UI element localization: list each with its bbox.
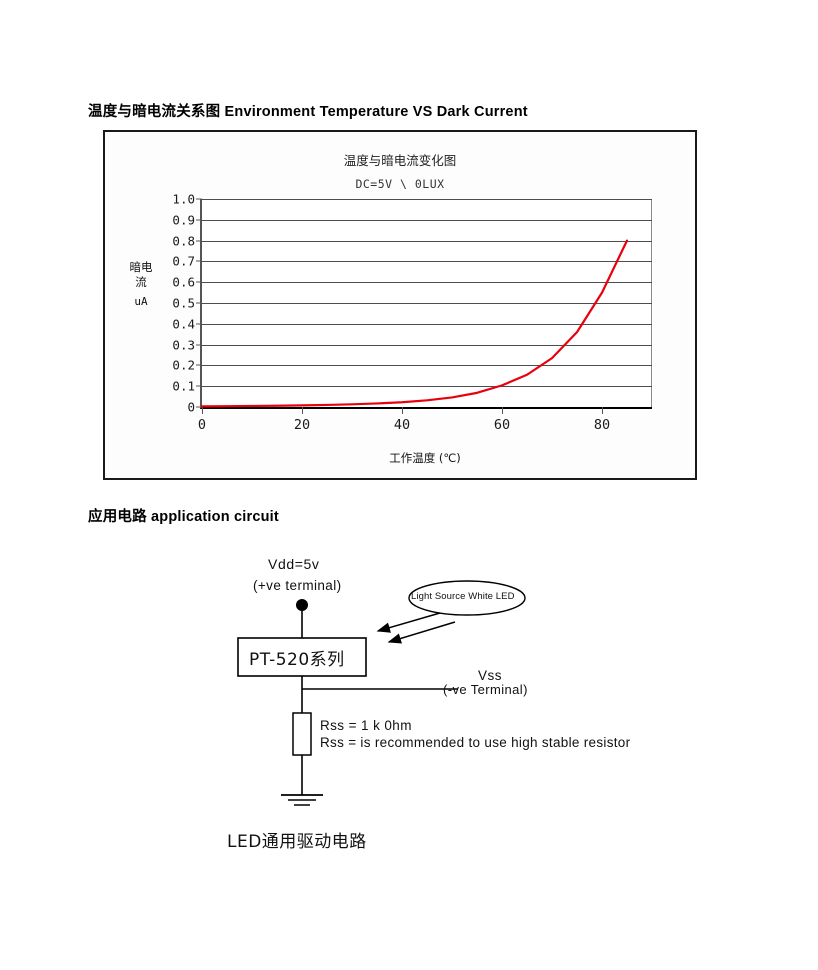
y-tick-label: 0.9 bbox=[172, 212, 195, 228]
y-tick-mark bbox=[196, 406, 202, 408]
light-ray-arrow-1 bbox=[376, 612, 441, 633]
rss-note-label: Rss = is recommended to use high stable … bbox=[320, 735, 631, 750]
rss-value-label: Rss = 1 k 0hm bbox=[320, 718, 412, 733]
x-axis-title: 工作温度 (℃) bbox=[389, 451, 461, 465]
x-tick-label: 20 bbox=[293, 417, 311, 433]
gridline bbox=[202, 261, 652, 263]
x-tick-mark bbox=[602, 407, 603, 414]
dark-current-chart: 温度与暗电流变化图 DC=5V \ 0LUX 暗电流 uA 0 0.1 0.2 0.3… bbox=[103, 130, 697, 480]
chart-title: 温度与暗电流变化图 bbox=[343, 153, 457, 168]
x-tick-mark bbox=[202, 407, 203, 414]
y-tick-mark bbox=[196, 364, 202, 366]
y-tick-mark bbox=[196, 219, 202, 221]
y-axis-title: 暗电流 uA bbox=[129, 260, 153, 309]
y-tick-mark bbox=[196, 323, 202, 325]
x-tick-mark bbox=[502, 407, 503, 414]
gridline bbox=[202, 219, 652, 221]
y-tick-label: 0.4 bbox=[172, 316, 195, 332]
y-tick-mark bbox=[196, 240, 202, 242]
y-tick-label: 0.8 bbox=[172, 233, 195, 249]
y-tick-mark bbox=[196, 198, 202, 200]
vss-sub-label: (-ve Terminal) bbox=[443, 682, 528, 697]
y-tick-label: 0.6 bbox=[172, 274, 195, 290]
vss-label: Vss bbox=[478, 668, 503, 683]
plot-area: 0 0.1 0.2 0.3 0.4 0.5 0.6 0.7 0.8 0.9 1.0 0 20 40 60 8… bbox=[172, 192, 652, 433]
x-tick-label: 60 bbox=[493, 417, 511, 433]
gridline bbox=[202, 303, 652, 304]
vdd-node-dot bbox=[296, 599, 308, 611]
x-tick-mark bbox=[402, 407, 403, 414]
vdd-label: Vdd=5v bbox=[268, 556, 320, 572]
y-tick-label: 0.3 bbox=[172, 337, 195, 353]
y-axis-unit: uA bbox=[134, 295, 148, 308]
y-tick-mark bbox=[196, 281, 202, 283]
y-tick-label: 0.2 bbox=[172, 357, 195, 373]
gridline bbox=[202, 386, 652, 388]
circuit-section-heading: 应用电路 application circuit bbox=[88, 505, 279, 526]
chart-section-heading: 温度与暗电流关系图 Environment Temperature VS Dar… bbox=[88, 100, 528, 121]
gridline bbox=[202, 344, 652, 346]
rss-resistor-symbol bbox=[292, 712, 312, 756]
y-axis-title-text: 暗电流 bbox=[129, 260, 153, 289]
part-number-label: PT-520系列 bbox=[249, 650, 345, 670]
y-tick-mark bbox=[196, 385, 202, 387]
light-ray-arrow-2 bbox=[387, 621, 456, 644]
x-tick-label: 80 bbox=[593, 417, 611, 433]
x-tick-label: 40 bbox=[393, 417, 411, 433]
gridline bbox=[202, 323, 652, 325]
led-source-label: Light Source White LED bbox=[411, 591, 515, 602]
chart-heading-en: Environment Temperature VS Dark Current bbox=[220, 104, 528, 120]
chart-heading-cn: 温度与暗电流关系图 bbox=[88, 104, 221, 120]
y-tick-label: 0 bbox=[187, 399, 195, 415]
dark-current-curve bbox=[200, 239, 629, 408]
x-tick-label: 0 bbox=[197, 417, 207, 433]
y-tick-label: 0.5 bbox=[172, 295, 195, 311]
gridline bbox=[202, 365, 652, 367]
y-tick-label: 0.7 bbox=[172, 253, 195, 269]
y-tick-mark bbox=[196, 302, 202, 304]
gridline bbox=[202, 240, 652, 242]
circuit-heading-en: application circuit bbox=[146, 509, 279, 525]
y-tick-mark bbox=[196, 344, 202, 346]
y-tick-label: 0.1 bbox=[172, 378, 195, 394]
chart-inner-canvas: 温度与暗电流变化图 DC=5V \ 0LUX 暗电流 uA 0 0.1 0.2 0.3… bbox=[105, 132, 695, 478]
gridline bbox=[202, 282, 652, 284]
x-tick-mark bbox=[302, 407, 303, 414]
chart-subtitle: DC=5V \ 0LUX bbox=[355, 177, 445, 191]
y-tick-mark bbox=[196, 260, 202, 262]
vdd-sub-label: (+ve terminal) bbox=[253, 578, 342, 593]
gridline bbox=[202, 199, 652, 200]
circuit-caption: LED通用驱动电路 bbox=[227, 832, 367, 852]
y-tick-label: 1.0 bbox=[172, 191, 195, 207]
circuit-heading-cn: 应用电路 bbox=[88, 509, 147, 525]
